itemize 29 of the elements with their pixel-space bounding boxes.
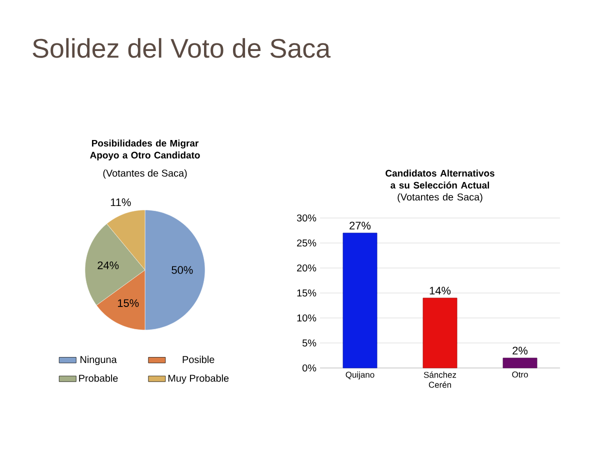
y-tick-label: 15% (297, 289, 316, 296)
y-tick-label: 10% (297, 314, 316, 322)
y-tick-label: 5% (302, 339, 316, 346)
data-label: 24% (98, 261, 119, 270)
data-label: 15% (118, 299, 139, 307)
x-tick-label: Quijano (346, 372, 374, 380)
y-tick-label: 0% (302, 364, 316, 372)
legend-label: Posible (182, 356, 214, 364)
bar (422, 298, 458, 368)
legend-label: Probable (79, 374, 118, 382)
legend-label: Muy Probable (168, 374, 229, 384)
y-tick-label: 25% (297, 239, 316, 247)
bar (502, 358, 538, 368)
y-tick-label: 20% (297, 264, 316, 272)
data-label: 27% (350, 222, 371, 230)
x-tick-label: Sánchez Cerén (424, 372, 456, 388)
legend-label: Ninguna (80, 356, 117, 366)
bar (342, 232, 378, 368)
data-label: 11% (110, 198, 131, 206)
data-label: 2% (512, 346, 528, 354)
chart-title: Posibilidades de Migrar Apoyo a Otro Candidato (90, 140, 200, 160)
text: Solidez del Voto de Saca (32, 38, 331, 58)
chart-subtitle: (Votantes de Saca) (398, 193, 482, 202)
chart-subtitle: (Votantes de Saca) (103, 169, 187, 179)
x-tick-label: Otro (512, 372, 528, 378)
y-tick-label: 30% (296, 214, 316, 222)
data-label: 50% (172, 266, 193, 274)
data-label: 14% (430, 286, 451, 294)
chart-title: Candidatos Alternativos a su Selección Actual (386, 170, 494, 189)
